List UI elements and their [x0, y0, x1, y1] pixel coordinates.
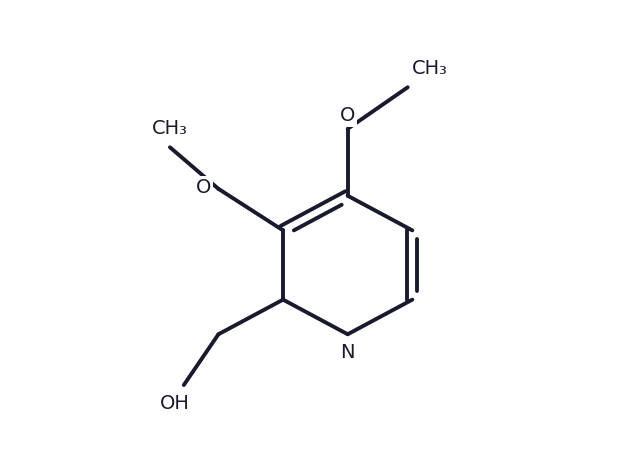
Text: OH: OH	[159, 394, 189, 413]
Text: CH₃: CH₃	[152, 119, 188, 138]
Text: O: O	[340, 106, 355, 125]
Text: N: N	[340, 344, 355, 362]
Text: O: O	[196, 179, 211, 197]
Text: CH₃: CH₃	[412, 59, 448, 78]
